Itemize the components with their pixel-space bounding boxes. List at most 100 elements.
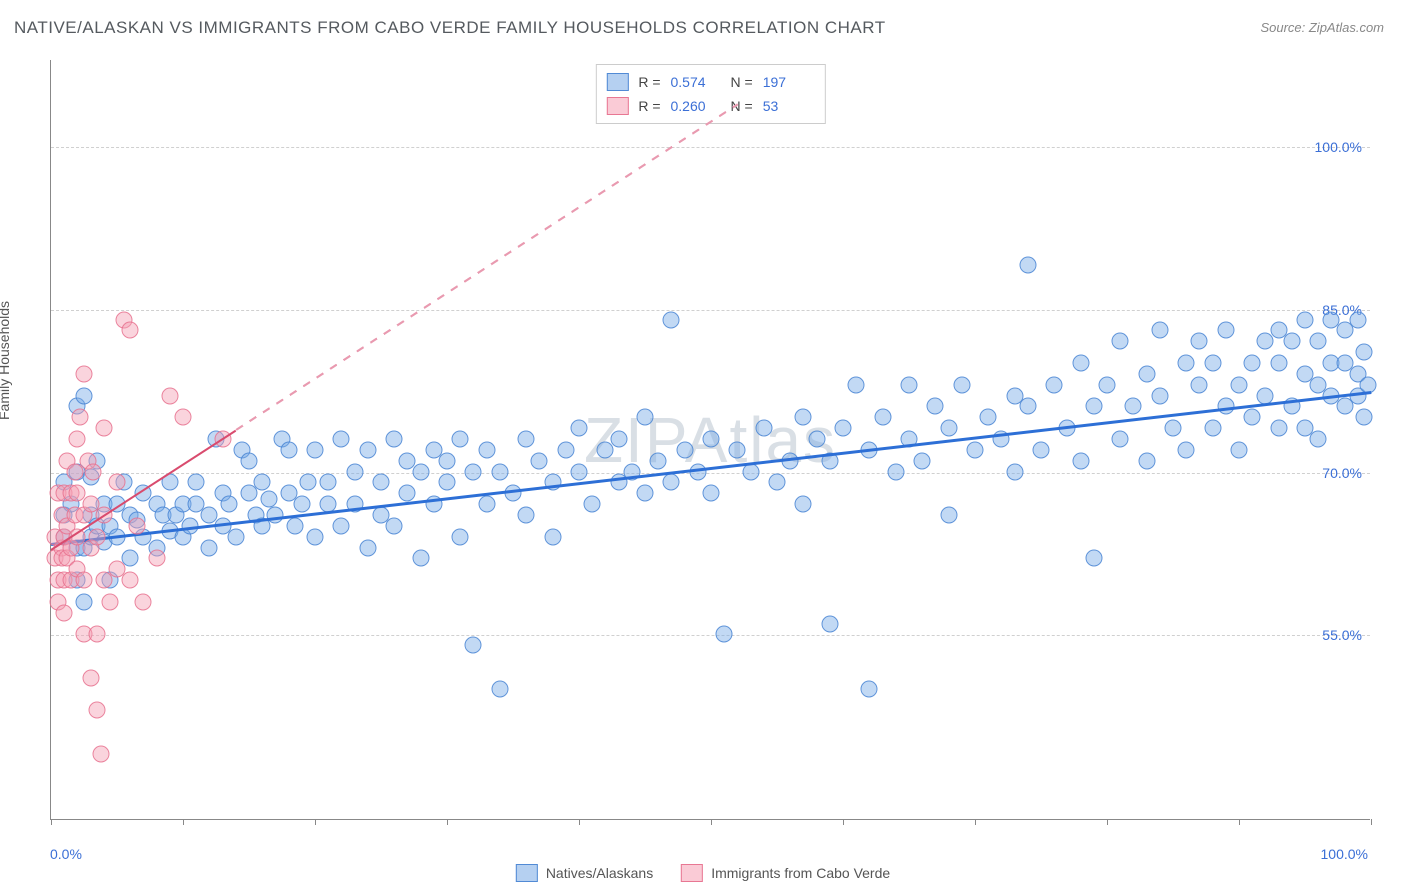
scatter-point [676, 441, 693, 458]
scatter-point [1310, 431, 1327, 448]
stat-label-n: N = [731, 70, 753, 94]
y-tick-label: 55.0% [1322, 627, 1362, 643]
scatter-point [260, 490, 277, 507]
scatter-point [135, 593, 152, 610]
scatter-point [267, 507, 284, 524]
scatter-point [927, 398, 944, 415]
scatter-point [82, 669, 99, 686]
scatter-point [109, 474, 126, 491]
scatter-point [703, 431, 720, 448]
scatter-point [452, 528, 469, 545]
y-axis-label: Family Households [0, 301, 12, 420]
scatter-point [1072, 452, 1089, 469]
x-tick-mark [711, 819, 712, 825]
scatter-point [1138, 365, 1155, 382]
scatter-point [1204, 355, 1221, 372]
scatter-point [56, 604, 73, 621]
scatter-point [663, 311, 680, 328]
x-tick-mark [843, 819, 844, 825]
scatter-point [861, 680, 878, 697]
legend-label-pink: Immigrants from Cabo Verde [711, 865, 890, 881]
y-tick-label: 70.0% [1322, 465, 1362, 481]
scatter-point [359, 441, 376, 458]
trend-line [235, 104, 737, 431]
scatter-point [557, 441, 574, 458]
scatter-point [76, 365, 93, 382]
scatter-point [716, 626, 733, 643]
scatter-point [571, 420, 588, 437]
scatter-point [703, 485, 720, 502]
scatter-point [1217, 322, 1234, 339]
scatter-point [491, 680, 508, 697]
scatter-point [1310, 333, 1327, 350]
scatter-point [221, 496, 238, 513]
x-tick-mark [1239, 819, 1240, 825]
scatter-point [1231, 376, 1248, 393]
scatter-point [439, 474, 456, 491]
stat-value-n-blue: 197 [763, 70, 813, 94]
scatter-point [1178, 441, 1195, 458]
scatter-point [980, 409, 997, 426]
scatter-point [188, 474, 205, 491]
scatter-point [85, 463, 102, 480]
scatter-point [531, 452, 548, 469]
scatter-point [452, 431, 469, 448]
scatter-point [887, 463, 904, 480]
scatter-point [412, 463, 429, 480]
scatter-point [307, 441, 324, 458]
scatter-point [1356, 409, 1373, 426]
scatter-point [478, 496, 495, 513]
y-tick-label: 100.0% [1315, 139, 1362, 155]
scatter-point [1191, 376, 1208, 393]
scatter-point [69, 431, 86, 448]
scatter-point [1244, 409, 1261, 426]
scatter-point [161, 387, 178, 404]
scatter-point [650, 452, 667, 469]
legend-label-blue: Natives/Alaskans [546, 865, 653, 881]
scatter-point [505, 485, 522, 502]
stats-row-pink: R = 0.260 N = 53 [606, 94, 812, 118]
scatter-point [76, 387, 93, 404]
swatch-blue-icon [516, 864, 538, 882]
scatter-point [848, 376, 865, 393]
x-tick-mark [1371, 819, 1372, 825]
stat-label-r: R = [638, 94, 660, 118]
chart-container: NATIVE/ALASKAN VS IMMIGRANTS FROM CABO V… [0, 0, 1406, 892]
scatter-point [1270, 420, 1287, 437]
scatter-point [1085, 550, 1102, 567]
scatter-point [89, 528, 106, 545]
scatter-point [1085, 398, 1102, 415]
scatter-point [1006, 463, 1023, 480]
scatter-point [386, 517, 403, 534]
scatter-point [1138, 452, 1155, 469]
scatter-point [544, 528, 561, 545]
scatter-point [293, 496, 310, 513]
scatter-point [795, 409, 812, 426]
scatter-point [1125, 398, 1142, 415]
scatter-point [439, 452, 456, 469]
scatter-point [201, 539, 218, 556]
x-axis-max-label: 100.0% [1321, 846, 1368, 862]
stats-legend: R = 0.574 N = 197 R = 0.260 N = 53 [595, 64, 825, 124]
scatter-point [1356, 344, 1373, 361]
scatter-point [1297, 311, 1314, 328]
scatter-point [584, 496, 601, 513]
scatter-point [1099, 376, 1116, 393]
scatter-point [72, 409, 89, 426]
scatter-point [95, 420, 112, 437]
scatter-point [76, 572, 93, 589]
x-tick-mark [315, 819, 316, 825]
scatter-point [1151, 322, 1168, 339]
scatter-point [491, 463, 508, 480]
scatter-point [359, 539, 376, 556]
stat-value-r-blue: 0.574 [671, 70, 721, 94]
legend-item-pink: Immigrants from Cabo Verde [681, 864, 890, 882]
x-tick-mark [1107, 819, 1108, 825]
scatter-point [967, 441, 984, 458]
scatter-point [478, 441, 495, 458]
scatter-point [755, 420, 772, 437]
scatter-point [610, 431, 627, 448]
scatter-point [729, 441, 746, 458]
bottom-legend: Natives/Alaskans Immigrants from Cabo Ve… [516, 864, 890, 882]
source-label: Source: ZipAtlas.com [1260, 20, 1384, 35]
